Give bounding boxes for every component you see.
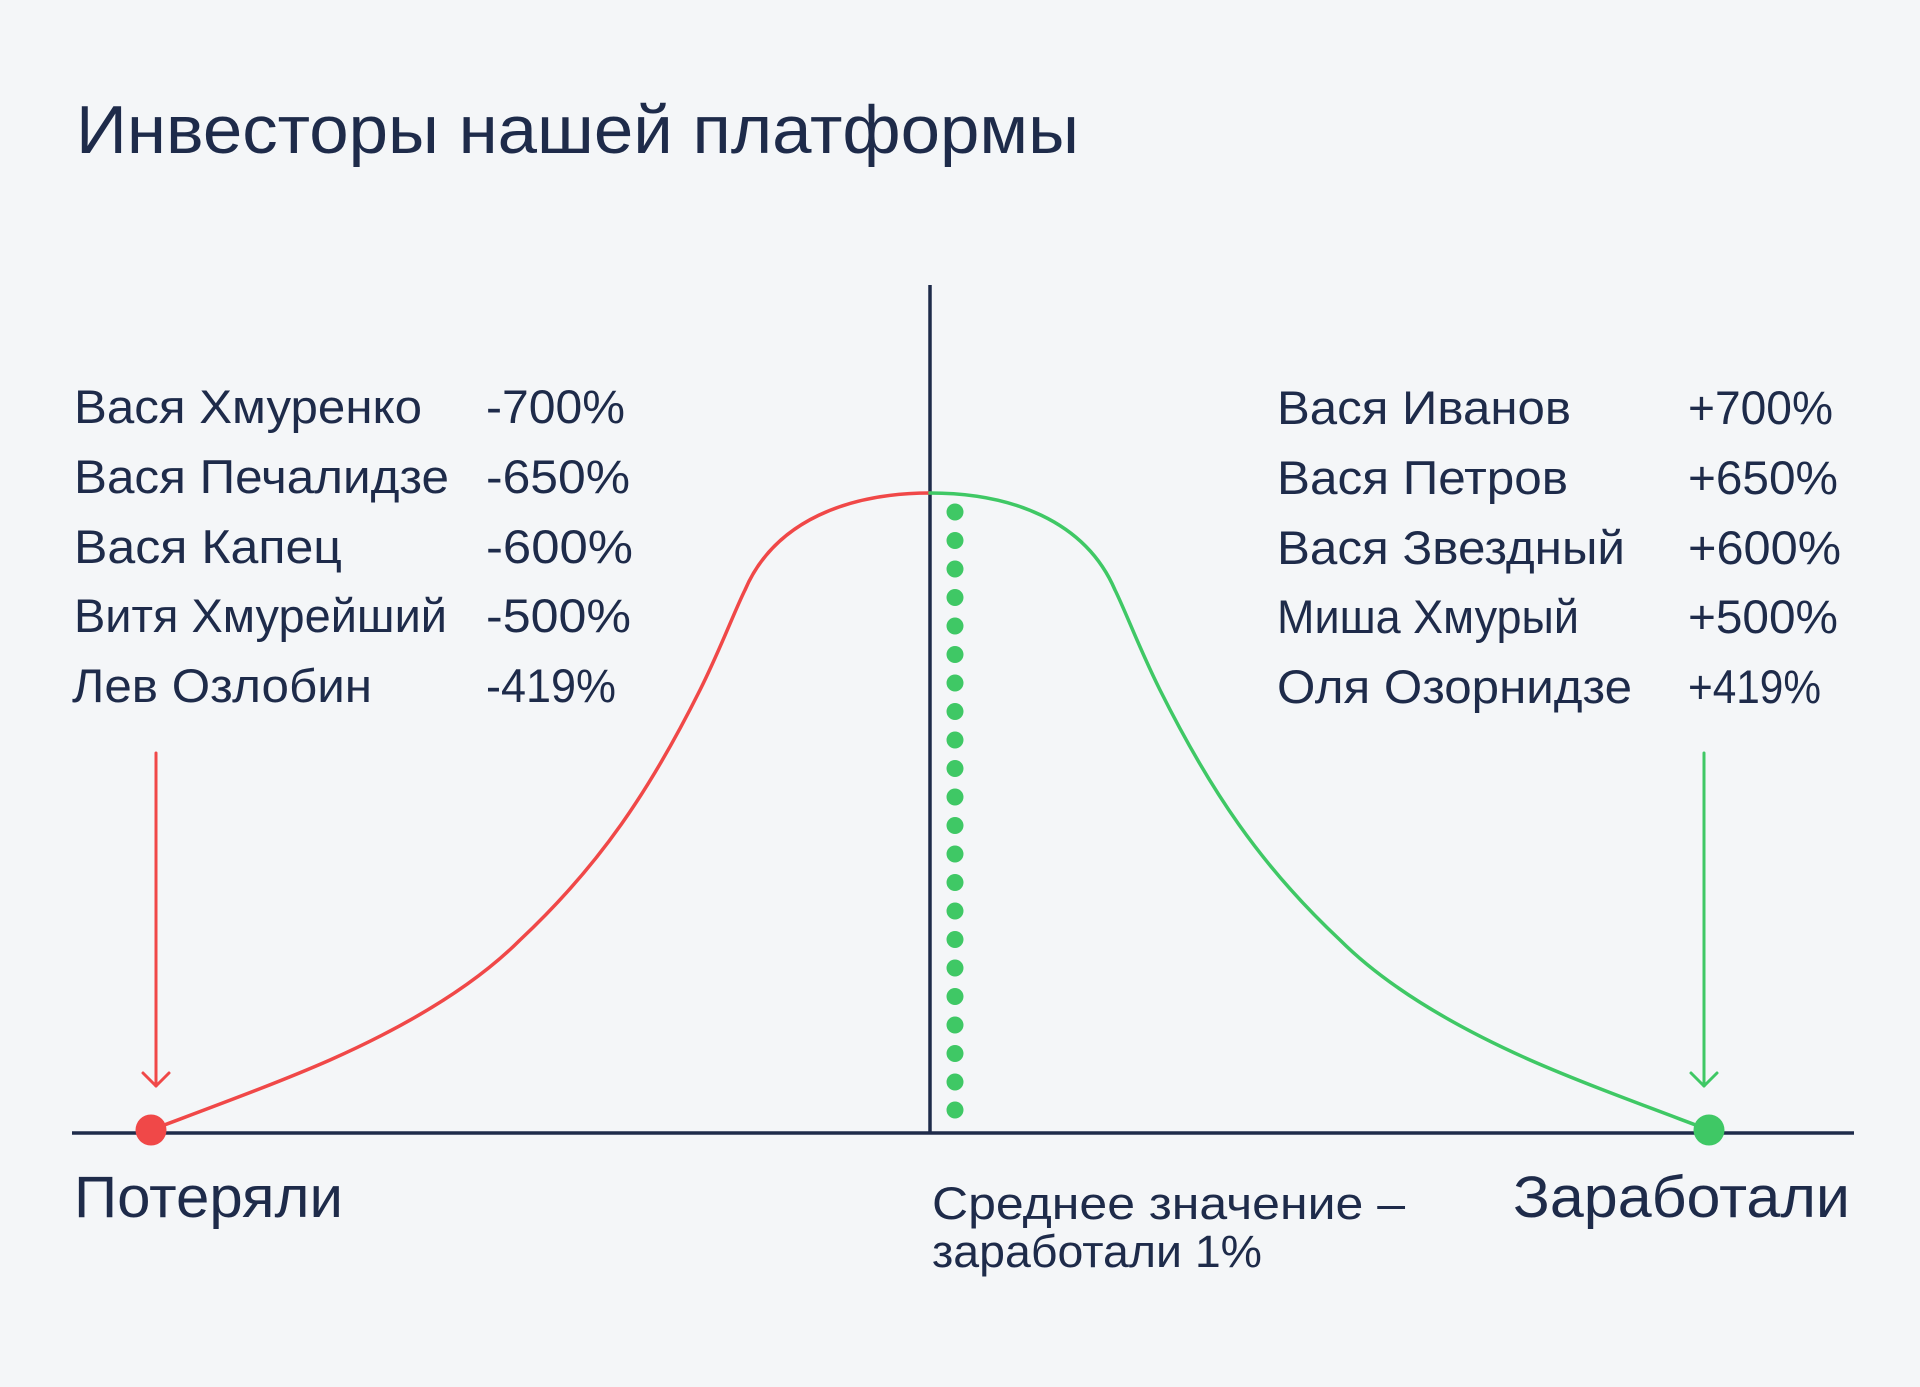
investor-return: +650% [1688,451,1838,504]
arrow-down-red-icon [141,751,171,1088]
investor-return: +419% [1688,660,1821,713]
investor-name: Вася Звездный [1277,521,1625,574]
page-title: Инвесторы нашей платформы [76,92,1079,168]
list-item: Миша Хмурый +500% [1277,590,1838,643]
investor-return: +500% [1688,590,1838,643]
arrow-down-green-icon [1689,751,1719,1088]
investor-name: Миша Хмурый [1277,590,1579,643]
list-item: Вася Петров +650% [1277,451,1838,504]
loss-endpoint-dot [135,1114,167,1146]
mean-note-line1: Среднее значение – [932,1178,1405,1229]
mean-note-line2: заработали 1% [932,1226,1262,1277]
winners-list: Вася Иванов +700% Вася Петров +650% Вася… [1277,381,1841,713]
losers-list: Вася Хмуренко -700% Вася Печалидзе -650%… [72,380,633,712]
axis-label-lost: Потеряли [74,1165,343,1230]
investor-name: Вася Печалидзе [74,450,449,503]
dotted-mean-indicator [946,503,964,1119]
axis-label-earned: Заработали [1513,1165,1850,1230]
gain-curve [928,491,1711,1132]
investor-name: Вася Иванов [1277,381,1571,434]
investor-name: Вася Петров [1277,451,1568,504]
list-item: Вася Капец -600% [74,520,633,573]
investor-return: +700% [1688,381,1833,434]
list-item: Вася Звездный +600% [1277,521,1841,574]
list-item: Вася Печалидзе -650% [74,450,630,503]
investor-name: Вася Капец [74,520,342,573]
investor-return: -600% [486,520,633,573]
loss-curve [149,491,932,1132]
investor-return: -419% [486,659,616,712]
investor-name: Вася Хмуренко [74,380,422,433]
list-item: Оля Озорнидзе +419% [1277,660,1821,713]
investor-name: Оля Озорнидзе [1277,660,1632,713]
list-item: Витя Хмурейший -500% [74,589,631,642]
investor-return: -650% [486,450,630,503]
investor-name: Витя Хмурейший [74,589,447,642]
investor-return: +600% [1688,521,1841,574]
list-item: Вася Хмуренко -700% [74,380,625,433]
list-item: Лев Озлобин -419% [72,659,616,712]
list-item: Вася Иванов +700% [1277,381,1833,434]
investor-name: Лев Озлобин [72,659,372,712]
investor-return: -500% [486,589,631,642]
investor-return: -700% [486,380,625,433]
gain-endpoint-dot [1693,1114,1725,1146]
